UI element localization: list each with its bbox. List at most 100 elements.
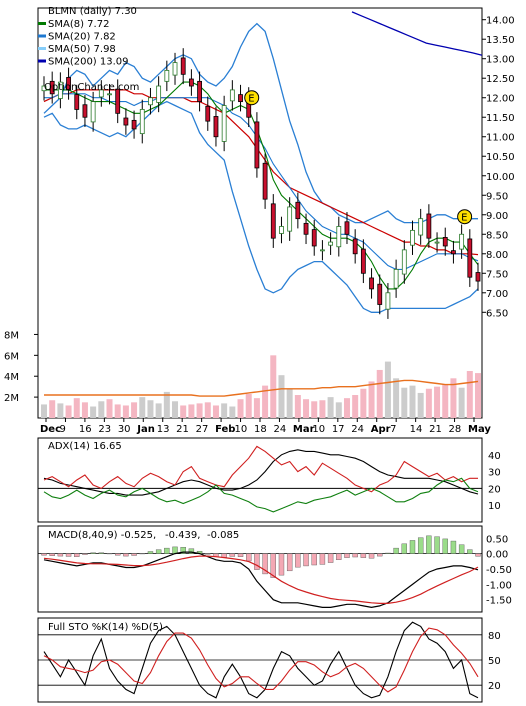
candle-body [369, 277, 374, 290]
candle-body [385, 292, 391, 310]
volume-bar [319, 400, 326, 418]
macd-histogram-bar [360, 553, 367, 558]
candle-body [311, 229, 317, 247]
price-tick-label: 12.00 [486, 94, 515, 105]
price-tick-label: 9.50 [486, 191, 508, 202]
earnings-marker-icon [244, 90, 260, 106]
candle-body [336, 226, 342, 248]
macd-series-line [43, 555, 479, 604]
candle-body [131, 119, 137, 130]
volume-bar [204, 402, 211, 418]
volume-bar [335, 402, 342, 418]
price-tick-label: 8.00 [486, 250, 508, 261]
macd-histogram-bar [319, 553, 326, 565]
x-tick-label: Apr [371, 424, 391, 435]
sto-series-line [43, 627, 479, 693]
candle-body [279, 226, 284, 234]
price-tick-label: 11.00 [486, 133, 515, 144]
legend-label: SMA(50) 7.98 [48, 44, 116, 55]
volume-bar [114, 404, 121, 418]
candle-body [303, 222, 309, 235]
volume-bar [466, 371, 473, 418]
volume-bar [442, 384, 449, 418]
x-tick-label: 18 [254, 424, 267, 435]
volume-bar [73, 398, 80, 418]
macd-histogram-bar [188, 548, 195, 554]
candle-body [475, 272, 481, 282]
macd-tick-label: 0.00 [486, 550, 508, 561]
volume-bar [384, 361, 391, 418]
candle-body [352, 238, 358, 255]
volume-bar [163, 391, 170, 418]
volume-bar [286, 388, 293, 418]
volume-bar [245, 393, 252, 418]
x-tick-label: 28 [449, 424, 462, 435]
candle-body [98, 89, 104, 98]
volume-bar [172, 401, 179, 418]
macd-histogram-bar [450, 540, 457, 554]
macd-histogram-bar [385, 552, 391, 554]
volume-tick-label: 2M [4, 393, 19, 404]
x-tick-label: 24 [351, 424, 364, 435]
volume-bar [188, 404, 195, 418]
candle-body [434, 241, 440, 244]
candle-body [418, 218, 424, 236]
volume-bar [475, 373, 481, 418]
volume-bar [65, 405, 72, 418]
macd-histogram-bar [246, 553, 252, 562]
macd-histogram-bar [98, 552, 105, 554]
macd-histogram-bar [155, 549, 162, 554]
macd-histogram-bar [205, 553, 211, 555]
candle-body [148, 97, 153, 106]
volume-tick-label: 8M [4, 330, 19, 341]
candle-body [180, 57, 186, 75]
x-tick-label: 21 [176, 424, 189, 435]
volume-bar [425, 388, 432, 418]
x-tick-label: 21 [429, 424, 442, 435]
volume-bar [81, 402, 88, 418]
macd-histogram-bar [65, 553, 72, 557]
macd-tick-label: -1.00 [486, 580, 512, 591]
macd-histogram-bar [426, 535, 432, 554]
price-tick-label: 7.00 [486, 289, 508, 300]
volume-bar [90, 406, 97, 418]
candle-body [74, 94, 80, 110]
volume-bar [237, 399, 244, 418]
macd-histogram-bar [229, 553, 236, 557]
candle-body [426, 213, 432, 239]
volume-bar [229, 406, 236, 418]
macd-histogram-bar [401, 543, 408, 554]
candle-body [360, 248, 366, 274]
macd-histogram-bar [295, 553, 301, 568]
candle-body [197, 80, 202, 103]
macd-series-line [43, 551, 479, 609]
candle-body [442, 236, 448, 247]
bollinger-upper-line [43, 22, 478, 224]
volume-bar [57, 403, 64, 418]
volume-bar [368, 381, 375, 418]
price-tick-label: 6.50 [486, 308, 508, 319]
volume-bar [434, 386, 441, 418]
adx-tick-label: 30 [488, 468, 501, 479]
bollinger-lower-line [43, 100, 479, 313]
adx-series-line [43, 449, 479, 496]
macd-histogram-bar [336, 553, 342, 560]
macd-histogram-bar [270, 553, 276, 578]
volume-bar [401, 387, 408, 418]
x-tick-label: 23 [98, 424, 111, 435]
x-tick-label: Dec [40, 424, 61, 435]
candle-body [107, 93, 112, 96]
candle-body [270, 203, 276, 239]
macd-histogram-bar [90, 552, 96, 554]
legend-swatch [38, 22, 46, 25]
candle-body [229, 89, 235, 102]
macd-signal-value: -0.439, [165, 530, 200, 541]
macd-histogram-bar [303, 553, 309, 567]
sto-tick-label: 20 [488, 681, 501, 692]
price-tick-label: 13.50 [486, 35, 515, 46]
x-tick-label: May [468, 424, 491, 435]
volume-bar [409, 385, 416, 418]
macd-histogram-bar [254, 553, 260, 570]
macd-histogram-bar [131, 553, 137, 556]
volume-bar [139, 397, 146, 418]
